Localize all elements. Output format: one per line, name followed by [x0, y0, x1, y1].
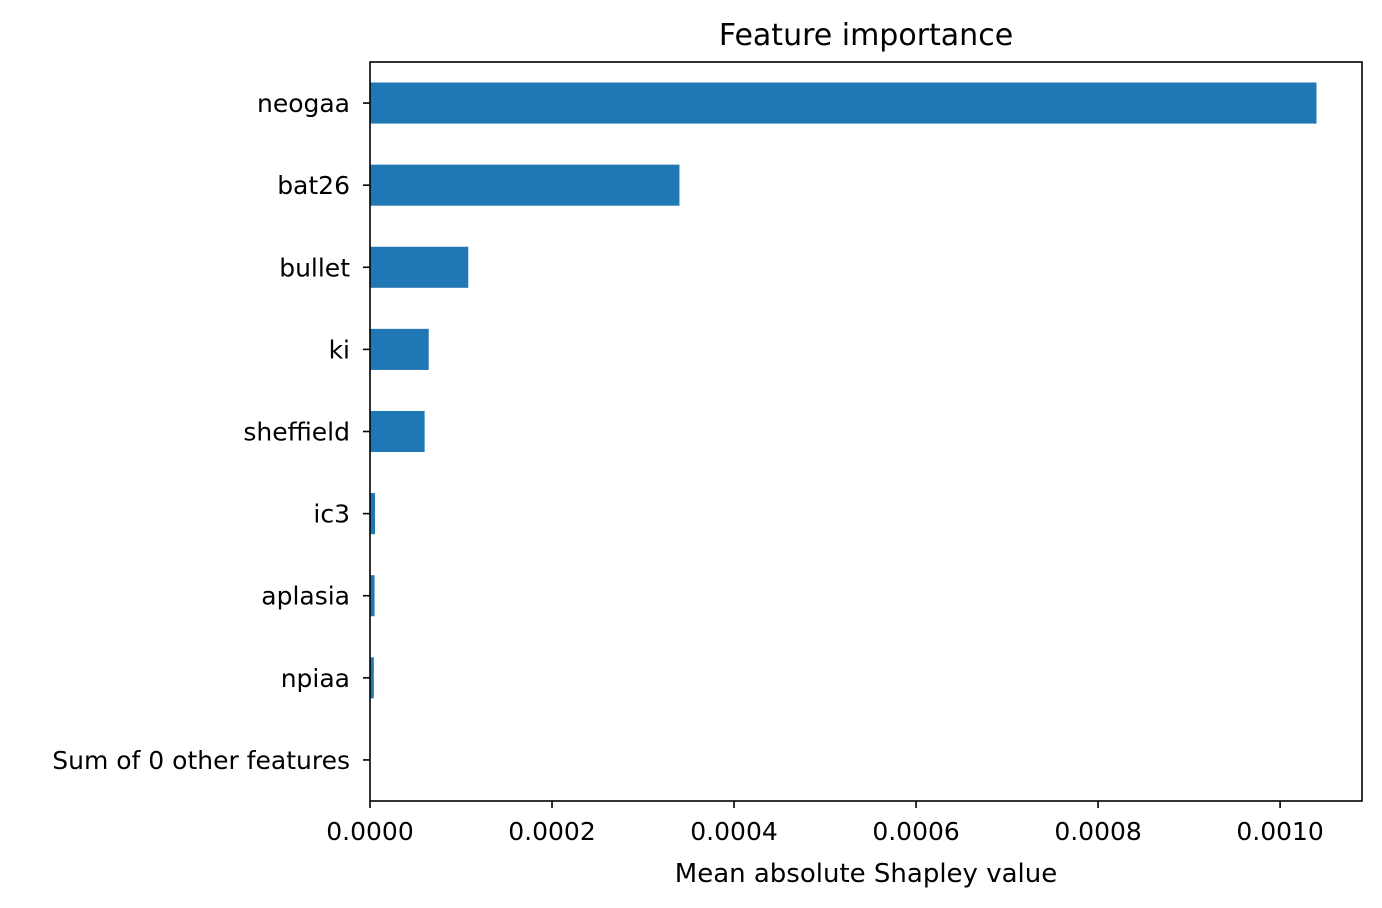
y-tick-label: sheffield: [243, 418, 350, 447]
x-axis-ticks: 0.0000 0.0002 0.0004 0.0006 0.0008 0.0010: [326, 801, 1324, 846]
bar-7: [370, 657, 374, 699]
x-tick-label: 0.0002: [508, 817, 595, 846]
bar-5: [370, 493, 376, 535]
bar-2: [370, 246, 469, 288]
y-tick-label: neogaa: [257, 89, 350, 118]
x-tick-label: 0.0000: [326, 817, 413, 846]
x-tick-label: 0.0004: [690, 817, 777, 846]
plot-area-frame: [369, 61, 1363, 802]
y-tick-label: aplasia: [261, 582, 350, 611]
bars-group: [370, 82, 1317, 699]
y-tick-label: ic3: [313, 500, 350, 529]
chart-title: Feature importance: [719, 18, 1013, 53]
bar-1: [370, 164, 680, 206]
y-tick-label: Sum of 0 other features: [52, 746, 350, 775]
x-axis-label: Mean absolute Shapley value: [675, 859, 1057, 889]
bar-0: [370, 82, 1317, 124]
bar-6: [370, 575, 375, 617]
y-axis-ticks: neogaa bat26 bullet ki sheffield ic3 aplasia np…: [52, 89, 370, 775]
bar-3: [370, 328, 429, 370]
y-tick-label: ki: [329, 335, 350, 364]
x-tick-label: 0.0010: [1236, 817, 1323, 846]
x-tick-label: 0.0006: [872, 817, 959, 846]
bar-4: [370, 410, 425, 453]
y-tick-label: bullet: [279, 253, 350, 282]
y-tick-label: bat26: [277, 171, 350, 200]
y-tick-label: npiaa: [281, 664, 350, 693]
x-tick-label: 0.0008: [1054, 817, 1141, 846]
